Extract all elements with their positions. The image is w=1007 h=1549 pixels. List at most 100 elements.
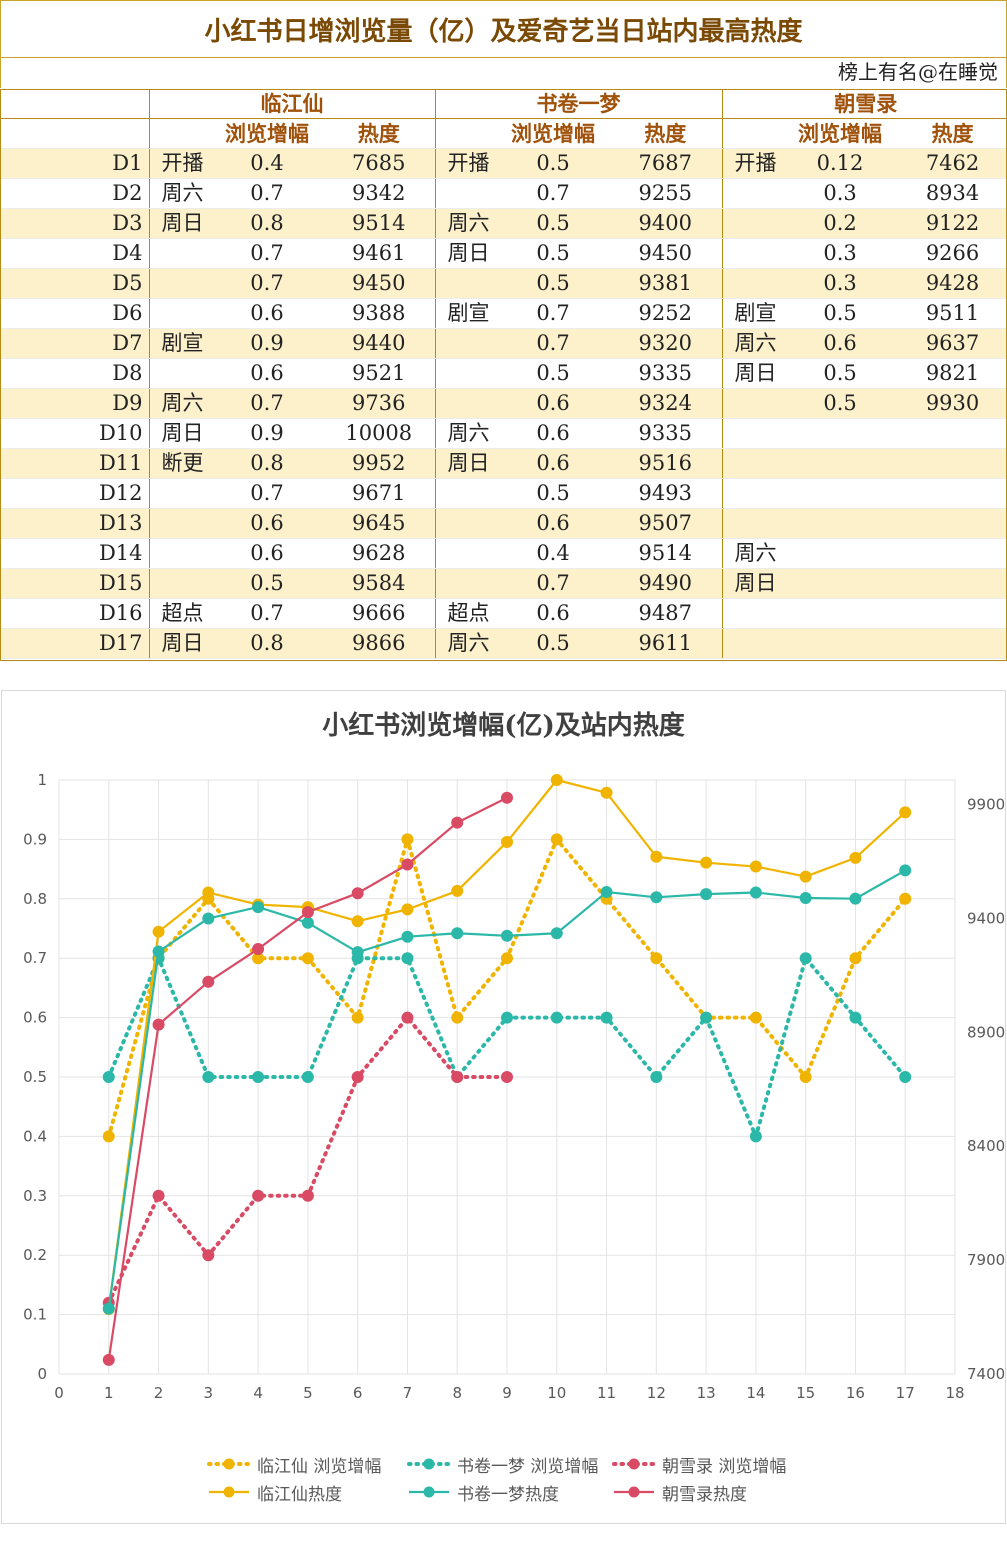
shujuanyimeng-tag-cell: [434, 478, 498, 509]
shujuanyimeng-tag-cell: 周六: [434, 208, 498, 239]
linjiangxian-tag-cell: [148, 268, 211, 299]
y-left-tick-label: 0.4: [23, 1127, 47, 1145]
data-point: [501, 1071, 513, 1083]
linjiangxian-tag-cell: [148, 238, 211, 269]
table-row: D16 超点 0.7 9666 超点 0.6 9487: [0, 598, 1007, 629]
shujuanyimeng-heat-cell: 9335: [609, 358, 723, 389]
y-left-tick-label: 0.5: [23, 1068, 47, 1086]
shujuanyimeng-growth-cell: 0.6: [497, 388, 610, 419]
data-point: [152, 1189, 165, 1202]
linjiangxian-tag-cell: [148, 358, 211, 389]
shujuanyimeng-growth-cell: 0.5: [497, 268, 610, 299]
linjiangxian-growth-cell: 0.5: [211, 568, 323, 599]
legend-label: 临江仙热度: [257, 1484, 342, 1505]
y-right-tick-label: 7400: [967, 1365, 1005, 1383]
table-row: D17 周日 0.8 9866 周六 0.5 9611: [0, 628, 1007, 659]
show-header-linjiangxian: 临江仙: [148, 89, 436, 119]
data-point: [401, 952, 414, 965]
shujuanyimeng-growth-cell: 0.5: [497, 238, 610, 269]
linjiangxian-growth-cell: 0.8: [211, 628, 323, 659]
data-point: [749, 1011, 762, 1024]
data-point: [401, 858, 414, 871]
zhaoxuelu-tag-cell: [721, 268, 785, 299]
day-label-cell: D15: [0, 568, 149, 599]
data-point: [152, 1018, 165, 1031]
table-row: D6 0.6 9388 剧宣 0.7 9252 剧宣 0.5 9511: [0, 298, 1007, 329]
data-point: [749, 1130, 762, 1143]
linjiangxian-tag-cell: [148, 538, 211, 569]
x-tick-label: 5: [303, 1384, 313, 1402]
data-point: [102, 1302, 115, 1315]
data-point: [202, 912, 215, 925]
linjiangxian-heat-cell: 9450: [323, 268, 436, 299]
linjiangxian-heat-cell: 9342: [323, 178, 436, 209]
day-label-cell: D7: [0, 328, 149, 359]
zhaoxuelu-growth-cell: [784, 448, 897, 479]
legend-label: 朝雪录热度: [662, 1484, 747, 1505]
table-row: D15 0.5 9584 0.7 9490 周日: [0, 568, 1007, 599]
legend-item: 书卷一梦热度: [407, 1481, 612, 1505]
data-point: [849, 851, 862, 864]
data-point: [102, 1353, 115, 1366]
linjiangxian-heat-cell: 9514: [323, 208, 436, 239]
shujuanyimeng-tag-cell: 周日: [434, 238, 498, 269]
data-point: [152, 945, 165, 958]
y-right-tick-label: 8400: [967, 1137, 1005, 1155]
x-tick-label: 18: [945, 1384, 964, 1402]
data-point: [600, 886, 613, 899]
x-tick-label: 4: [253, 1384, 263, 1402]
zhaoxuelu-growth-cell: 0.6: [784, 328, 897, 359]
shujuanyimeng-tag-cell: 开播: [434, 148, 498, 179]
y-left-tick-label: 1: [37, 771, 47, 789]
legend-item: 临江仙热度: [207, 1481, 407, 1505]
table-row: D11 断更 0.8 9952 周日 0.6 9516: [0, 448, 1007, 479]
zhaoxuelu-tag-cell: 周六: [721, 328, 785, 359]
shujuanyimeng-heat-cell: 9381: [609, 268, 723, 299]
data-point: [799, 952, 812, 965]
data-point: [600, 786, 613, 799]
linjiangxian-tag-cell: 剧宣: [148, 328, 211, 359]
growth-header: 浏览增幅: [784, 118, 897, 149]
data-point: [401, 833, 414, 846]
data-point: [252, 901, 265, 914]
shujuanyimeng-growth-cell: 0.7: [497, 298, 610, 329]
zhaoxuelu-tag-cell: [721, 508, 785, 539]
linjiangxian-tag-cell: 开播: [148, 148, 211, 179]
data-point: [102, 1071, 115, 1083]
data-point: [550, 774, 563, 786]
linjiangxian-growth-cell: 0.4: [211, 148, 323, 179]
zhaoxuelu-tag-cell: 周六: [721, 538, 785, 569]
shujuanyimeng-heat-cell: 9611: [609, 628, 723, 659]
zhaoxuelu-growth-cell: 0.12: [784, 148, 897, 179]
zhaoxuelu-heat-cell: [896, 568, 1007, 599]
y-left-tick-label: 0.3: [23, 1187, 47, 1205]
zhaoxuelu-heat-cell: [896, 598, 1007, 629]
x-tick-label: 11: [597, 1384, 616, 1402]
linjiangxian-tag-cell: [148, 478, 211, 509]
data-point: [501, 952, 513, 965]
tag-header: [148, 118, 211, 149]
zhaoxuelu-heat-cell: [896, 628, 1007, 659]
shujuanyimeng-growth-cell: 0.7: [497, 328, 610, 359]
table-row: D10 周日 0.9 10008 周六 0.6 9335: [0, 418, 1007, 449]
day-label-cell: D12: [0, 478, 149, 509]
table-row: D14 0.6 9628 0.4 9514 周六: [0, 538, 1007, 569]
shujuanyimeng-tag-cell: [434, 508, 498, 539]
heat-header: 热度: [609, 118, 723, 149]
linjiangxian-growth-cell: 0.7: [211, 178, 323, 209]
linjiangxian-growth-cell: 0.7: [211, 478, 323, 509]
linjiangxian-heat-cell: 10008: [323, 418, 436, 449]
linjiangxian-growth-cell: 0.9: [211, 328, 323, 359]
zhaoxuelu-growth-cell: [784, 478, 897, 509]
zhaoxuelu-heat-cell: [896, 478, 1007, 509]
shujuanyimeng-tag-cell: [434, 358, 498, 389]
zhaoxuelu-tag-cell: 周日: [721, 358, 785, 389]
shujuanyimeng-heat-cell: 9507: [609, 508, 723, 539]
zhaoxuelu-heat-cell: 9637: [896, 328, 1007, 359]
linjiangxian-growth-cell: 0.7: [211, 388, 323, 419]
linjiangxian-growth-cell: 0.6: [211, 508, 323, 539]
legend-swatch-icon: [409, 1486, 449, 1498]
shujuanyimeng-tag-cell: [434, 328, 498, 359]
data-point: [451, 1071, 464, 1083]
day-label-cell: D5: [0, 268, 149, 299]
